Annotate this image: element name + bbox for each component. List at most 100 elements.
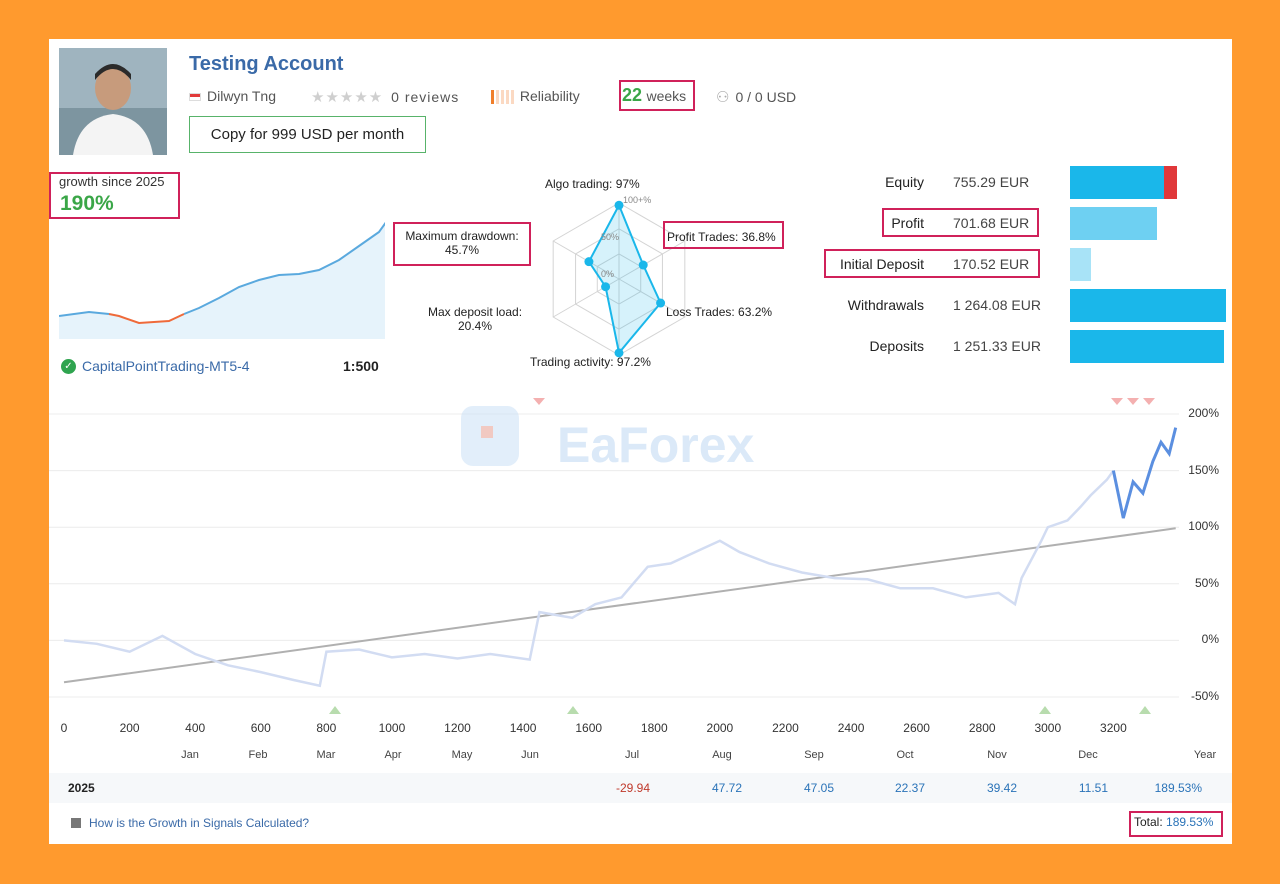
reviews-count: 0 reviews (391, 89, 460, 105)
author-info[interactable]: Dilwyn Tng (189, 88, 276, 104)
x-tick-label: 1000 (378, 721, 406, 735)
copy-subscribe-button[interactable]: Copy for 999 USD per month (189, 116, 426, 153)
radar-axis (618, 278, 686, 318)
month-label: Apr (384, 749, 402, 761)
radar-point-profit (638, 260, 648, 270)
weeks-unit: weeks (646, 88, 687, 104)
drawdown-highlight (393, 222, 531, 266)
subscribers-icon: ⚇ (716, 89, 730, 106)
broker-link[interactable]: ✓ CapitalPointTrading-MT5-4 (61, 358, 250, 374)
verified-shield-icon: ✓ (61, 358, 76, 374)
rating[interactable]: ★★★★★ 0 reviews (311, 88, 459, 106)
x-tick-label: 1200 (444, 721, 471, 735)
equity-drawdown-bar (1164, 166, 1177, 199)
stat-value: 755.29 EUR (953, 174, 1030, 190)
month-label: Oct (896, 749, 914, 761)
month-label: Mar (316, 749, 336, 761)
stat-value: 170.52 EUR (953, 256, 1030, 272)
chart-gridlines (49, 413, 1179, 698)
book-icon (71, 818, 81, 828)
stat-label: Profit (891, 215, 924, 231)
y-tick-label: 50% (1194, 575, 1219, 590)
x-tick-label: 2400 (837, 721, 865, 735)
stat-bar (1070, 330, 1224, 363)
initial-deposit-highlight (824, 249, 1040, 278)
month-growth-value: -29.94 (615, 781, 650, 795)
stat-value: 701.68 EUR (953, 215, 1030, 231)
weeks-badge: 22 weeks (619, 80, 695, 111)
month-growth-value: 47.05 (803, 781, 834, 795)
stat-label: Withdrawals (847, 297, 924, 313)
month-label: Year (1193, 749, 1217, 761)
x-tick-label: 1600 (575, 721, 603, 735)
radar-point-activity (614, 348, 624, 358)
month-growth-value: 39.42 (986, 781, 1017, 795)
radar-ring-zero: 0% (601, 269, 614, 279)
stat-bar (1070, 248, 1091, 281)
radar-point-algo (614, 200, 624, 210)
x-tick-label: 3000 (1034, 721, 1062, 735)
eaforex-watermark: EaForex (557, 417, 755, 473)
total-highlight (1129, 811, 1223, 837)
author-avatar[interactable] (59, 48, 167, 155)
weeks-number: 22 (622, 85, 643, 105)
year-row (49, 773, 1232, 803)
leverage: 1:500 (343, 358, 379, 374)
reliability[interactable]: Reliability (491, 88, 580, 105)
month-label: May (451, 749, 473, 761)
month-label: Feb (248, 749, 268, 761)
stat-label: Equity (885, 174, 924, 190)
reliability-label: Reliability (519, 88, 580, 104)
radar-load: Max deposit load: 20.4% (423, 305, 527, 333)
profit-highlight (882, 208, 1039, 237)
growth-highlight (49, 172, 180, 219)
year-label: 2025 (68, 781, 95, 795)
signal-panel: Testing Account Dilwyn Tng ★★★★★ 0 revie… (49, 39, 1232, 844)
radar-activity-label: Trading activity: 97.2% (530, 355, 651, 369)
stat-bar (1070, 166, 1177, 199)
growth-sparkline (59, 221, 385, 339)
stat-label: Initial Deposit (839, 256, 924, 272)
x-tick-label: 200 (119, 721, 140, 735)
x-tick-label: 3200 (1100, 721, 1127, 735)
radar-algo-label: Algo trading: 97% (545, 177, 640, 191)
stat-value: 1 264.08 EUR (953, 297, 1041, 313)
radar-drawdown: Maximum drawdown: 45.7% (397, 229, 527, 257)
month-label: Dec (1078, 749, 1098, 761)
stat-label: Deposits (869, 338, 924, 354)
x-tick-label: 1400 (509, 721, 537, 735)
radar-load-value: 20.4% (457, 319, 493, 333)
account-title[interactable]: Testing Account (189, 53, 344, 75)
x-tick-label: 600 (250, 721, 271, 735)
broker-name[interactable]: CapitalPointTrading-MT5-4 (82, 358, 250, 374)
watermark-logo-icon (461, 406, 519, 466)
profit-trades-highlight (663, 221, 784, 249)
y-tick-label: -50% (1190, 689, 1219, 703)
radar-point-loss (656, 298, 666, 308)
month-label: Jul (624, 749, 640, 761)
growth-chart: EaForex (49, 398, 1179, 714)
stat-value: 1 251.33 EUR (953, 338, 1041, 354)
month-label: Jun (521, 749, 539, 761)
help-link-text[interactable]: How is the Growth in Signals Calculated? (89, 816, 310, 830)
month-label: Sep (804, 749, 824, 761)
star-icon: ★★★★★ (311, 89, 384, 106)
help-link[interactable]: How is the Growth in Signals Calculated? (71, 816, 309, 830)
x-tick-label: 400 (185, 721, 206, 735)
x-tick-label: 800 (316, 721, 337, 735)
total-label: Total: (1134, 815, 1163, 829)
growth-line-highlight (1111, 427, 1178, 519)
x-tick-label: 2800 (968, 721, 996, 735)
y-tick-label: 0% (1201, 632, 1219, 647)
y-tick-label: 100% (1188, 519, 1219, 534)
subscribers-info: ⚇ 0 / 0 USD (716, 88, 796, 106)
radar-ring-mid: 50% (601, 232, 619, 242)
y-tick-label: 150% (1188, 462, 1219, 477)
month-growth-value: 47.72 (711, 781, 742, 795)
x-tick-label: 2600 (903, 721, 930, 735)
author-name[interactable]: Dilwyn Tng (207, 88, 276, 104)
stat-bar (1070, 289, 1226, 322)
subscribers-value: 0 / 0 USD (735, 89, 797, 105)
trade-markers (329, 398, 1155, 714)
weeks-highlight (619, 80, 695, 111)
